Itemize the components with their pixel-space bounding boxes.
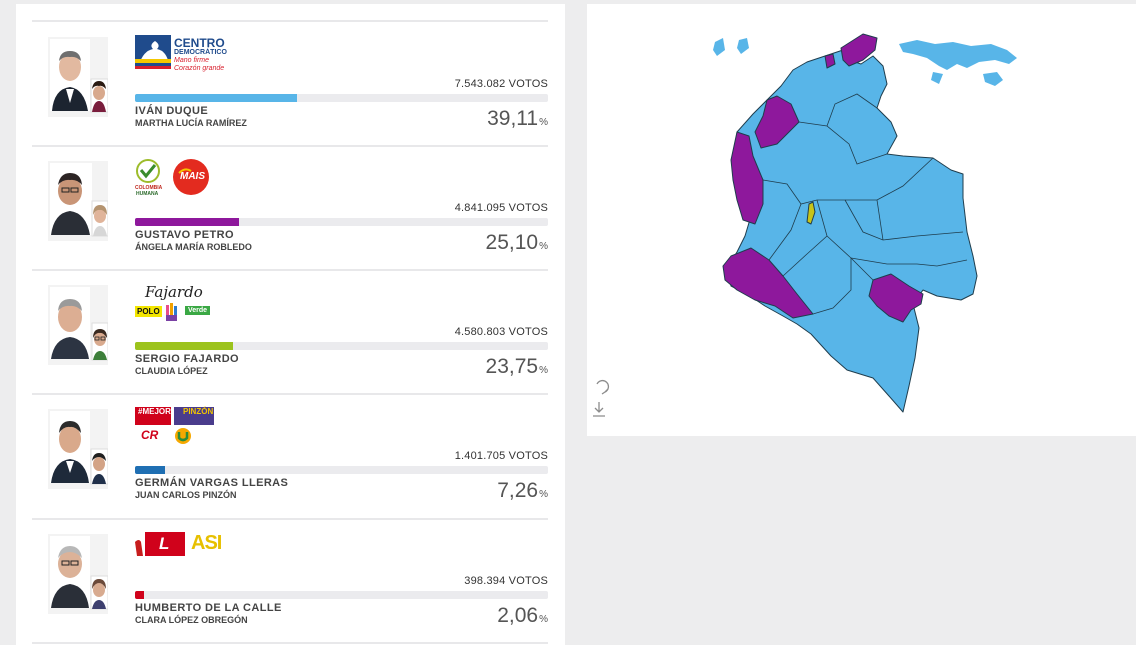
percent-sign: % — [539, 489, 548, 500]
vice-candidate-name: JUAN CARLOS PINZÓN — [135, 490, 237, 500]
party-slogan: Mano firme — [174, 57, 210, 64]
vote-share-bar — [135, 591, 548, 599]
vote-percentage: 25,10% — [486, 231, 548, 255]
colombia-humana-icon — [136, 159, 209, 195]
centro-democratico-icon — [135, 35, 171, 69]
colombia-results-map[interactable] — [587, 4, 1136, 436]
vote-share-fill — [135, 466, 165, 474]
party-name: CENTRO — [174, 36, 225, 50]
candidate-photo — [48, 534, 108, 614]
vote-share-fill — [135, 218, 239, 226]
vote-share-bar — [135, 94, 548, 102]
region-petro-small — [824, 53, 836, 69]
download-button[interactable] — [591, 400, 607, 416]
candidate-name: HUMBERTO DE LA CALLE — [135, 602, 282, 614]
vote-percentage: 2,06% — [497, 604, 548, 628]
vote-count: 4.580.803 VOTOS — [454, 326, 548, 338]
region-petro-cordoba — [754, 95, 800, 149]
party-logo-centro-democratico: CENTRO DEMOCRÁTICO Mano firme Corazón gr… — [135, 35, 235, 73]
party-logos-vargas-lleras: #MEJOR PINZÓN CR — [135, 407, 215, 447]
vote-count: 1.401.705 VOTOS — [454, 450, 548, 462]
download-icon — [593, 402, 605, 417]
vote-share-fill — [135, 94, 297, 102]
party-name: COLOMBIA — [135, 185, 163, 191]
party-name-2: HUMANA — [136, 191, 159, 197]
percent-value: 7,26 — [497, 479, 539, 502]
percent-value: 23,75 — [485, 355, 539, 378]
vote-share-fill — [135, 342, 234, 350]
party-slogan-2: Corazón grande — [174, 65, 225, 72]
candidate-name: GUSTAVO PETRO — [135, 229, 234, 241]
refresh-button[interactable] — [591, 378, 607, 394]
fajardo-signature: Fajardo — [145, 283, 203, 301]
party-name-3: CR — [141, 428, 159, 442]
region-petro-pacific — [730, 131, 764, 225]
hand-icon — [166, 303, 177, 321]
vote-percentage: 23,75% — [486, 355, 548, 379]
map-panel — [587, 4, 1136, 436]
percent-sign: % — [539, 241, 548, 252]
candidate-name: SERGIO FAJARDO — [135, 353, 240, 365]
divider — [32, 269, 548, 271]
region-petro-southeast — [868, 273, 924, 323]
department-borders — [762, 93, 968, 315]
candidate-photo — [48, 37, 108, 117]
region-fajardo — [806, 201, 816, 225]
party-name-2: DEMOCRÁTICO — [174, 49, 227, 56]
vote-percentage: 39,11% — [487, 107, 548, 131]
party-name: L — [159, 534, 170, 553]
candidate-photo — [48, 285, 108, 365]
world-inset-map — [713, 38, 1017, 86]
party-name: #MEJOR — [135, 407, 171, 425]
vice-candidate-name: CLAUDIA LÓPEZ — [135, 366, 208, 376]
candidate-row-duque[interactable]: CENTRO DEMOCRÁTICO Mano firme Corazón gr… — [32, 23, 548, 145]
refresh-icon — [596, 380, 609, 395]
region-duque — [726, 49, 978, 413]
percent-value: 2,06 — [497, 604, 539, 627]
percent-sign: % — [539, 365, 548, 376]
party-logos-petro: COLOMBIA HUMANA MAIS — [135, 159, 215, 199]
vote-share-fill — [135, 591, 144, 599]
vice-candidate-name: MARTHA LUCÍA RAMÍREZ — [135, 118, 247, 128]
candidate-row-vargas-lleras[interactable]: #MEJOR PINZÓN CR 1.401.705 VOTOS GERMÁN … — [32, 395, 548, 517]
percent-sign: % — [539, 614, 548, 625]
percent-value: 25,10 — [485, 231, 539, 254]
vote-share-bar — [135, 466, 548, 474]
vice-candidate-name: CLARA LÓPEZ OBREGÓN — [135, 615, 248, 625]
party-logos-de-la-calle: L ASI — [135, 532, 235, 562]
vote-share-bar — [135, 342, 548, 350]
results-panel: CENTRO DEMOCRÁTICO Mano firme Corazón gr… — [16, 4, 565, 645]
party-name-2: ASI — [191, 532, 222, 554]
divider — [32, 393, 548, 395]
candidate-row-de-la-calle[interactable]: L ASI 398.394 VOTOS HUMBERTO DE LA CALLE… — [32, 520, 548, 642]
department-regions — [722, 33, 978, 413]
percent-value: 39,11 — [487, 107, 539, 130]
party-name-2: Verde — [185, 306, 211, 315]
vice-candidate-name: ÁNGELA MARÍA ROBLEDO — [135, 242, 252, 252]
candidate-row-fajardo[interactable]: Fajardo POLO Verde 4.580.803 VOTOS SERGI… — [32, 271, 548, 393]
divider — [32, 518, 548, 520]
candidate-name: IVÁN DUQUE — [135, 105, 209, 117]
divider — [32, 642, 548, 644]
divider — [32, 20, 548, 22]
party-name-3: MAIS — [180, 171, 205, 182]
percent-sign: % — [539, 117, 548, 128]
partido-de-la-u-icon — [175, 428, 191, 444]
region-petro-north — [840, 33, 878, 67]
divider — [32, 145, 548, 147]
vote-percentage: 7,26% — [497, 479, 548, 503]
vote-count: 398.394 VOTOS — [464, 575, 548, 587]
vote-share-bar — [135, 218, 548, 226]
candidate-photo — [48, 161, 108, 241]
party-name-2: PINZÓN — [174, 407, 214, 425]
map-tool-icons — [593, 380, 609, 417]
candidate-photo — [48, 409, 108, 489]
partido-liberal-icon — [135, 532, 185, 556]
candidate-row-petro[interactable]: COLOMBIA HUMANA MAIS 4.841.095 VOTOS GUS… — [32, 147, 548, 269]
vote-count: 4.841.095 VOTOS — [454, 202, 548, 214]
party-name: POLO — [135, 306, 162, 317]
vote-count: 7.543.082 VOTOS — [454, 78, 548, 90]
party-logos-fajardo: Fajardo POLO Verde — [135, 283, 215, 325]
candidate-name: GERMÁN VARGAS LLERAS — [135, 477, 289, 489]
